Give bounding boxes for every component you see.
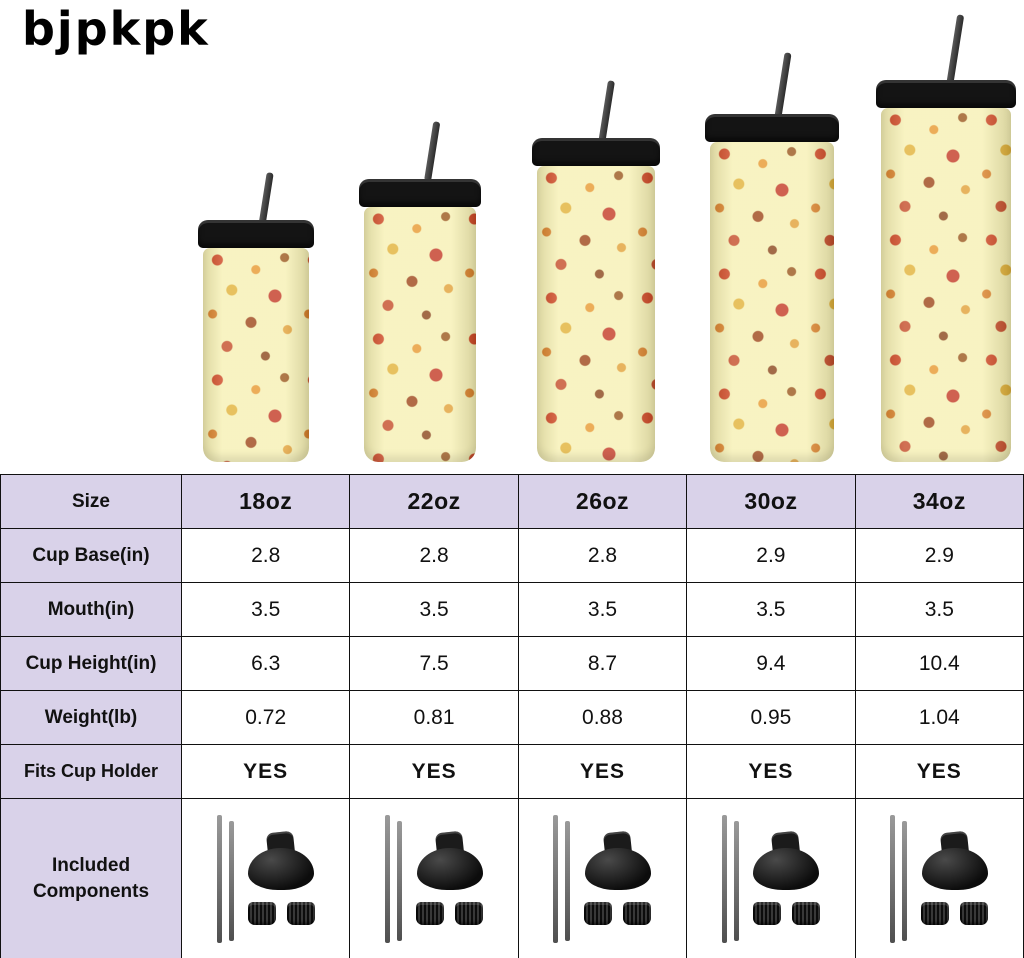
spec-cell: 2.9 xyxy=(687,529,856,583)
spec-cell: 2.8 xyxy=(182,529,351,583)
caps-icon xyxy=(752,902,820,925)
tumbler-body xyxy=(881,108,1011,462)
spec-cell: 8.7 xyxy=(518,637,688,691)
flip-lid-icon xyxy=(248,830,315,890)
size-cell: 26oz xyxy=(518,475,688,529)
straws-icon xyxy=(553,814,571,943)
row-label-included-components: Included Components xyxy=(1,799,182,958)
spec-cell: YES xyxy=(518,745,688,799)
straw-icon xyxy=(424,121,441,182)
included-components-cell xyxy=(687,799,856,958)
tumbler-lid xyxy=(876,80,1016,108)
flip-lid-icon xyxy=(753,830,820,890)
flip-lid-icon xyxy=(921,830,988,890)
caps-icon xyxy=(416,902,484,925)
flip-lid-icon xyxy=(584,830,651,890)
row-label-fits-cup-holder: Fits Cup Holder xyxy=(1,745,182,799)
spec-cell: 9.4 xyxy=(687,637,856,691)
tumbler-body xyxy=(203,248,309,462)
spec-cell: 3.5 xyxy=(182,583,351,637)
tumbler-lid xyxy=(532,138,660,166)
row-label-mouth: Mouth(in) xyxy=(1,583,182,637)
spec-cell: 0.81 xyxy=(350,691,519,745)
size-cell: 18oz xyxy=(182,475,351,529)
size-cell: 30oz xyxy=(687,475,856,529)
size-cell: 34oz xyxy=(855,475,1024,529)
included-components-cell xyxy=(519,799,688,958)
tumbler-lid xyxy=(705,114,839,142)
included-components-cell xyxy=(350,799,519,958)
spec-cell: 2.8 xyxy=(518,529,688,583)
tumbler-body xyxy=(710,142,834,462)
straw-icon xyxy=(774,52,792,121)
spec-cell: 1.04 xyxy=(855,691,1024,745)
spec-cell: YES xyxy=(350,745,519,799)
spec-cell: YES xyxy=(687,745,856,799)
flip-lid-icon xyxy=(416,830,483,890)
row-label-size: Size xyxy=(1,475,182,529)
spec-cell: 10.4 xyxy=(855,637,1024,691)
tumbler-body xyxy=(364,207,476,462)
spec-cell: 3.5 xyxy=(855,583,1024,637)
caps-icon xyxy=(584,902,652,925)
row-label-cup-base: Cup Base(in) xyxy=(1,529,182,583)
spec-cell: 3.5 xyxy=(350,583,519,637)
tumbler-lid xyxy=(359,179,481,207)
spec-cell: 0.72 xyxy=(182,691,351,745)
included-components-cell xyxy=(182,799,351,958)
caps-icon xyxy=(247,902,315,925)
straw-icon xyxy=(946,14,965,87)
spec-cell: YES xyxy=(855,745,1024,799)
spec-cell: 2.8 xyxy=(350,529,519,583)
spec-cell: 7.5 xyxy=(350,637,519,691)
tumbler-body xyxy=(537,166,655,462)
spec-cell: YES xyxy=(182,745,351,799)
straws-icon xyxy=(385,814,403,943)
row-label-cup-height: Cup Height(in) xyxy=(1,637,182,691)
spec-cell: 0.95 xyxy=(687,691,856,745)
caps-icon xyxy=(921,902,989,925)
straws-icon xyxy=(890,814,908,943)
spec-cell: 3.5 xyxy=(518,583,688,637)
straw-icon xyxy=(598,80,615,145)
tumbler-lid xyxy=(198,220,314,248)
row-label-weight: Weight(lb) xyxy=(1,691,182,745)
spec-cell: 2.9 xyxy=(855,529,1024,583)
spec-cell: 3.5 xyxy=(687,583,856,637)
size-cell: 22oz xyxy=(350,475,519,529)
straws-icon xyxy=(216,814,234,943)
spec-cell: 6.3 xyxy=(182,637,351,691)
brand-logo: bjpkpk xyxy=(22,2,210,56)
spec-cell: 0.88 xyxy=(518,691,688,745)
straws-icon xyxy=(721,814,739,943)
spec-table: Size 18oz 22oz 26oz 30oz 34oz Cup Base(i… xyxy=(0,474,1024,958)
included-components-cell xyxy=(856,799,1024,958)
